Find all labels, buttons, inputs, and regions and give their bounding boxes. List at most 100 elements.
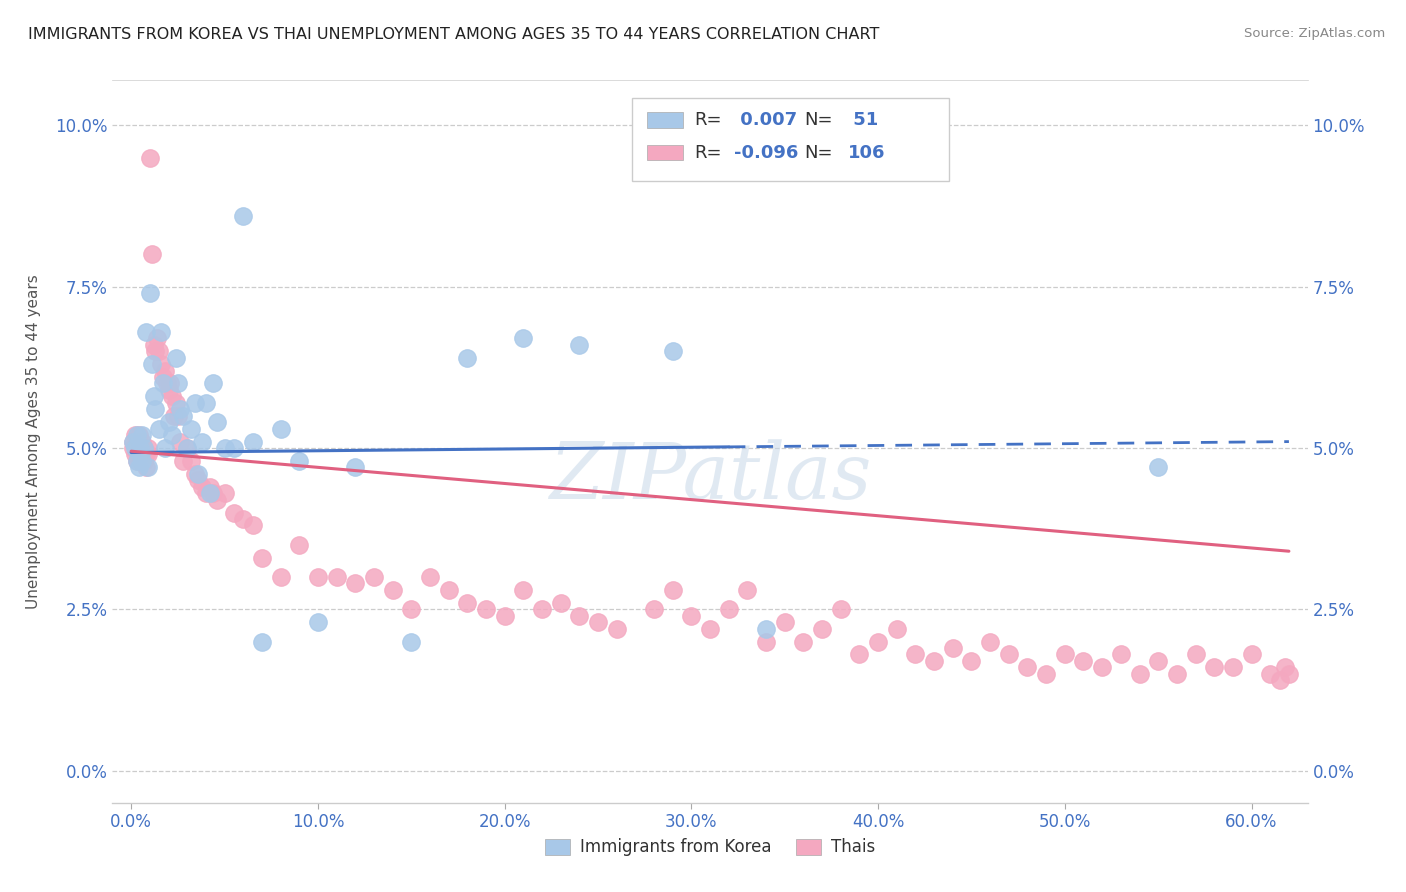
Point bbox=[153, 363, 176, 377]
Point bbox=[773, 615, 796, 630]
Point bbox=[1184, 648, 1206, 662]
Point bbox=[187, 467, 209, 481]
Point bbox=[157, 383, 180, 397]
Point bbox=[288, 454, 311, 468]
Point bbox=[344, 460, 367, 475]
Point bbox=[129, 441, 152, 455]
Point bbox=[129, 441, 152, 455]
Point bbox=[152, 376, 174, 391]
Point bbox=[169, 434, 191, 449]
Point bbox=[145, 402, 167, 417]
Point bbox=[661, 344, 683, 359]
Point bbox=[512, 582, 534, 597]
Point bbox=[125, 428, 148, 442]
Point bbox=[232, 512, 254, 526]
Point bbox=[124, 441, 146, 455]
Point bbox=[1147, 654, 1170, 668]
Point bbox=[456, 351, 478, 365]
Point bbox=[737, 582, 759, 597]
Point bbox=[202, 376, 225, 391]
Point bbox=[176, 441, 198, 455]
Point bbox=[169, 402, 191, 417]
Point bbox=[136, 441, 159, 455]
Point bbox=[125, 434, 148, 449]
Point bbox=[942, 640, 965, 655]
Point bbox=[363, 570, 385, 584]
Point bbox=[568, 338, 591, 352]
Text: N=: N= bbox=[804, 144, 832, 161]
Point bbox=[128, 447, 150, 461]
Point bbox=[232, 209, 254, 223]
Point bbox=[214, 441, 236, 455]
Point bbox=[156, 376, 179, 391]
Point bbox=[148, 344, 170, 359]
Point bbox=[214, 486, 236, 500]
Point bbox=[183, 396, 205, 410]
Point bbox=[125, 454, 148, 468]
Point bbox=[270, 570, 292, 584]
Point bbox=[145, 344, 167, 359]
Point bbox=[960, 654, 983, 668]
Point bbox=[142, 389, 165, 403]
Point bbox=[1258, 666, 1281, 681]
Point bbox=[1035, 666, 1057, 681]
Point bbox=[1128, 666, 1150, 681]
Point bbox=[242, 434, 264, 449]
Text: R=: R= bbox=[695, 144, 723, 161]
Point bbox=[183, 467, 205, 481]
Point bbox=[165, 396, 187, 410]
Point bbox=[1204, 660, 1226, 674]
Point bbox=[163, 409, 186, 423]
Point bbox=[1274, 660, 1296, 674]
Point bbox=[1268, 673, 1291, 688]
Point bbox=[848, 648, 870, 662]
Point bbox=[128, 428, 150, 442]
Point bbox=[136, 460, 159, 475]
Point bbox=[288, 538, 311, 552]
Point bbox=[494, 608, 516, 623]
Point bbox=[550, 596, 572, 610]
Point bbox=[150, 325, 173, 339]
Point bbox=[146, 331, 169, 345]
Point bbox=[661, 582, 683, 597]
Text: -0.096: -0.096 bbox=[734, 144, 799, 161]
Point bbox=[135, 460, 157, 475]
Point bbox=[129, 454, 152, 468]
Text: IMMIGRANTS FROM KOREA VS THAI UNEMPLOYMENT AMONG AGES 35 TO 44 YEARS CORRELATION: IMMIGRANTS FROM KOREA VS THAI UNEMPLOYME… bbox=[28, 27, 880, 42]
Point bbox=[136, 447, 159, 461]
Point bbox=[530, 602, 553, 616]
Y-axis label: Unemployment Among Ages 35 to 44 years: Unemployment Among Ages 35 to 44 years bbox=[27, 274, 41, 609]
Point bbox=[131, 454, 153, 468]
Point bbox=[157, 415, 180, 429]
Point bbox=[122, 434, 145, 449]
Point bbox=[419, 570, 441, 584]
Point bbox=[191, 434, 214, 449]
Point bbox=[811, 622, 834, 636]
Point bbox=[194, 486, 217, 500]
Point bbox=[124, 428, 146, 442]
FancyBboxPatch shape bbox=[647, 145, 682, 161]
Point bbox=[198, 480, 221, 494]
Text: N=: N= bbox=[804, 111, 832, 129]
Point bbox=[1053, 648, 1076, 662]
Point bbox=[152, 370, 174, 384]
Point bbox=[1240, 648, 1263, 662]
Point bbox=[153, 441, 176, 455]
Point bbox=[150, 357, 173, 371]
Point bbox=[586, 615, 609, 630]
Point bbox=[755, 634, 778, 648]
Point bbox=[606, 622, 628, 636]
Point bbox=[129, 447, 152, 461]
Point bbox=[134, 441, 156, 455]
Point bbox=[131, 447, 153, 461]
Point bbox=[191, 480, 214, 494]
Point bbox=[134, 454, 156, 468]
Point bbox=[148, 422, 170, 436]
Point bbox=[131, 434, 153, 449]
Point bbox=[998, 648, 1021, 662]
Point bbox=[165, 351, 187, 365]
Point bbox=[325, 570, 347, 584]
Point bbox=[307, 615, 329, 630]
Point bbox=[205, 415, 228, 429]
Point bbox=[1166, 666, 1188, 681]
